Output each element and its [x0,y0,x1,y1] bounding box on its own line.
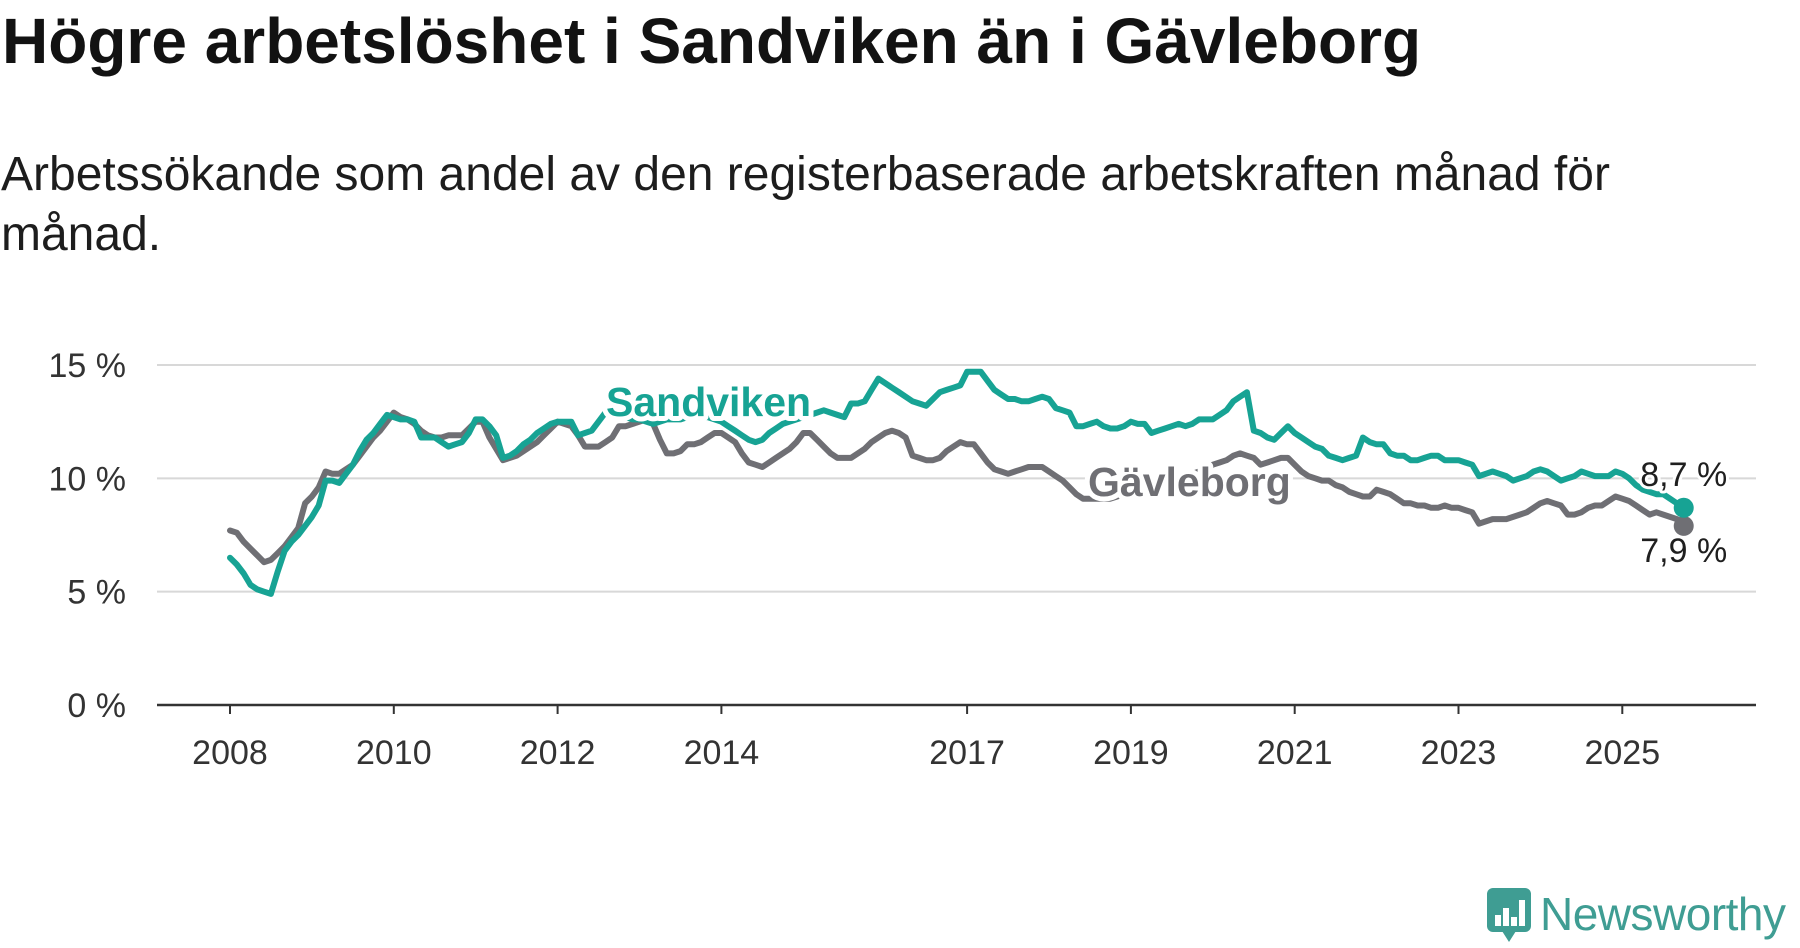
end-value-label-gavleborg: 7,9 % [1640,532,1727,570]
logo-bubble-tail [1502,931,1516,942]
chart-subtitle: Arbetssökande som andel av den registerb… [1,148,1610,261]
x-tick-label: 2025 [1584,734,1660,772]
series-label-sandviken: Sandviken [606,379,811,425]
end-value-label-sandviken: 8,7 % [1640,456,1727,494]
x-tick-label: 2012 [520,734,596,772]
axis-layer: 2008 2010 2012 2014 2017 2019 2021 2023 2025 [157,703,1756,772]
x-tick-label: 2010 [356,734,432,772]
series-labels: Sandviken Gävleborg [601,374,1296,510]
end-markers: 7,9 % 8,7 % [1637,453,1730,573]
end-dot-sandviken [1673,497,1694,518]
logo-bar [1503,908,1509,926]
series-lines [227,368,1687,597]
logo-bar [1519,900,1525,926]
y-tick-label: 0 % [67,687,126,725]
grid-layer: 0 % 5 % 10 % 15 % [49,347,1756,725]
logo-bar [1511,917,1517,926]
logo-bar [1495,915,1501,926]
x-tick-label: 2017 [929,734,1005,772]
x-tick-label: 2019 [1093,734,1169,772]
brand-name: Newsworthy [1540,888,1786,940]
y-tick-label: 15 % [49,347,127,385]
newsworthy-logo-icon [1487,888,1531,942]
newsworthy-logo: Newsworthy [1486,886,1798,946]
x-tick-label: 2023 [1421,734,1497,772]
series-line-sandviken [227,368,1687,597]
y-tick-label: 10 % [49,460,127,498]
series-label-gavleborg: Gävleborg [1088,459,1291,505]
x-tick-label: 2008 [192,734,268,772]
series-line-gavleborg [227,409,1687,566]
x-tick-label: 2021 [1257,734,1333,772]
end-dot-gavleborg [1673,515,1694,536]
y-tick-label: 5 % [67,574,126,612]
chart-title: Högre arbetslöshet i Sandviken än i Gävl… [2,5,1422,77]
x-tick-label: 2014 [684,734,760,772]
